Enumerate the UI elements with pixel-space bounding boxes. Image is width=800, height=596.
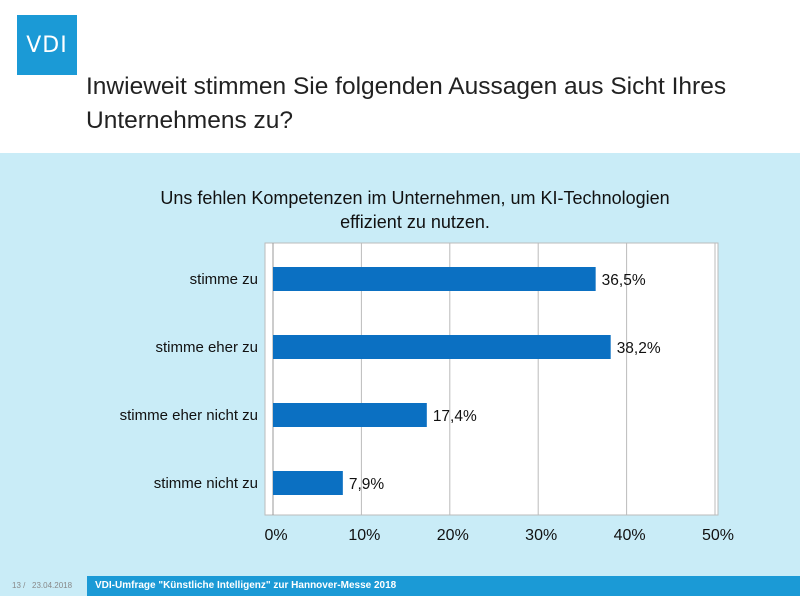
page-number: 13 / (12, 581, 26, 590)
footer-date: 23.04.2018 (32, 581, 73, 590)
x-tick-label: 0% (264, 527, 287, 544)
x-tick-label: 50% (702, 527, 734, 544)
page-title: Inwieweit stimmen Sie folgenden Aussagen… (86, 73, 727, 134)
x-tick-label: 10% (348, 527, 380, 544)
data-label: 7,9% (349, 476, 385, 493)
category-label: stimme zu (190, 271, 258, 288)
x-tick-label: 20% (437, 527, 469, 544)
category-label: stimme eher nicht zu (120, 407, 258, 424)
category-label: stimme nicht zu (154, 475, 258, 492)
page-info: 13 / 23.04.2018 (12, 581, 72, 590)
data-label: 36,5% (602, 272, 646, 289)
footer-bar: VDI-Umfrage "Künstliche Intelligenz" zur… (87, 576, 800, 596)
data-label: 17,4% (433, 408, 477, 425)
bar (273, 403, 427, 427)
x-tick-label: 40% (614, 527, 646, 544)
bar (273, 267, 596, 291)
data-label: 38,2% (617, 340, 661, 357)
vdi-logo: VDI (17, 15, 77, 75)
bar (273, 471, 343, 495)
x-tick-label: 30% (525, 527, 557, 544)
bar (273, 335, 611, 359)
chart-title: Uns fehlen Kompetenzen im Unternehmen, u… (160, 188, 670, 232)
category-label: stimme eher zu (155, 339, 258, 356)
